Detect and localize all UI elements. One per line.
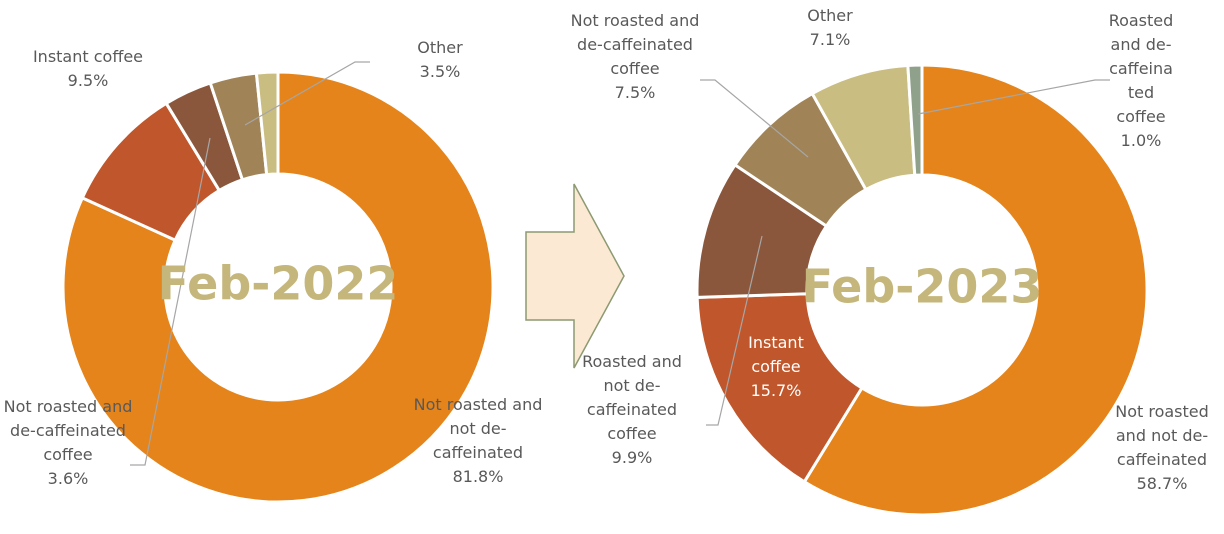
leader-line <box>917 79 1110 115</box>
category: Not roasted and not de-caffeinated <box>1115 402 1209 469</box>
value-label: 15.7% <box>750 381 802 400</box>
leader-line <box>130 137 211 466</box>
value-label: 3.5% <box>419 62 461 81</box>
slice-label: Instant coffee 9.5% <box>18 45 158 93</box>
value-label: 9.5% <box>67 71 109 90</box>
value-label: 7.5% <box>614 83 656 102</box>
category: Not roasted and not de-caffeinated <box>413 395 543 462</box>
category: Roasted and not de-caffeinated coffee <box>582 352 682 443</box>
category: Roasted and de-caffeinated coffee <box>1108 11 1174 126</box>
slice <box>802 63 1149 517</box>
slice <box>254 70 280 177</box>
slice <box>906 63 924 177</box>
leader-line <box>700 79 809 158</box>
titles: Feb-2022 Feb-2023 <box>158 257 1043 314</box>
category: Other <box>807 6 853 25</box>
chart-title: Feb-2022 <box>158 257 399 311</box>
slice-label: Not roasted and de-caffeinated coffee 3.6… <box>3 395 133 491</box>
slice-label: Instant coffee 15.7% <box>736 331 816 403</box>
slice-label: Roasted and not de-caffeinated coffee 9.9… <box>567 350 697 470</box>
slice-label: Roasted and de-caffeinated coffee 1.0% <box>1106 9 1176 153</box>
value-label: 3.6% <box>47 469 89 488</box>
chart-title: Feb-2023 <box>802 260 1043 314</box>
category: Other <box>417 38 463 57</box>
value-label: 81.8% <box>452 467 504 486</box>
category: Instant coffee <box>32 47 144 66</box>
value-label: 9.9% <box>611 448 653 467</box>
category: Instant coffee <box>748 333 804 376</box>
slice-label: Not roasted and not de-caffeinated 81.8% <box>413 393 543 489</box>
slice <box>61 70 495 504</box>
slices <box>61 63 1149 517</box>
leader-lines <box>130 61 1110 466</box>
slice-label: Other 3.5% <box>400 36 480 84</box>
category: Not roasted and de-caffeinated coffee <box>570 11 700 78</box>
slice-label: Not roasted and de-caffeinated coffee 7.5… <box>570 9 700 105</box>
category: Not roasted and de-caffeinated coffee <box>3 397 133 464</box>
slice <box>695 292 864 484</box>
slice-label: Other 7.1% <box>790 4 870 52</box>
arrow <box>525 183 625 369</box>
value-label: 1.0% <box>1120 131 1162 150</box>
slice-label: Not roasted and not de-caffeinated 58.7% <box>1102 400 1222 496</box>
value-label: 7.1% <box>809 30 851 49</box>
leader-line <box>706 235 763 426</box>
leader-line <box>244 61 370 126</box>
value-label: 58.7% <box>1136 474 1188 493</box>
